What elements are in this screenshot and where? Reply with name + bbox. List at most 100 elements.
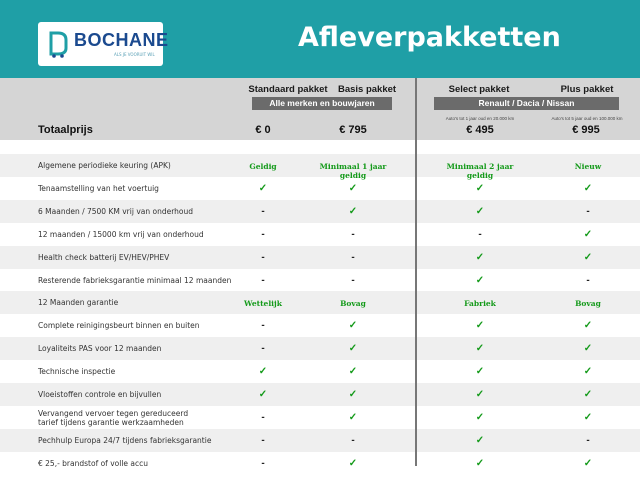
check-icon: ✓ bbox=[583, 389, 593, 400]
table-row: € 25,- brandstof of volle accu - ✓ ✓ ✓ bbox=[0, 452, 640, 475]
check-icon: ✓ bbox=[258, 389, 268, 400]
table-row: 12 Maanden garantie Wettelijk Bovag Fabriek… bbox=[0, 291, 640, 315]
check-icon: ✓ bbox=[583, 411, 593, 423]
row-label: Pechhulp Europa 24/7 tijdens fabrieksgar… bbox=[38, 435, 212, 445]
header-banner: BOCHANE ALS JE VOORUIT WIL Afleverpakket… bbox=[0, 0, 640, 78]
logo-text: BOCHANE bbox=[74, 30, 169, 50]
page-title: Afleverpakketten bbox=[298, 22, 561, 53]
table-row: Vervangend vervoer tegen gereduceerd tar… bbox=[0, 406, 640, 429]
value-cell: Minimaal 1 jaar geldig bbox=[319, 162, 387, 180]
row-label: Vloeistoffen controle en bijvullen bbox=[38, 390, 162, 399]
cart-logo-icon bbox=[49, 31, 68, 58]
dash-cell: - bbox=[261, 228, 265, 240]
table-row: Tenaamstelling van het voertuig ✓ ✓ ✓ ✓ bbox=[0, 177, 640, 200]
dash-cell: - bbox=[586, 434, 590, 446]
check-icon: ✓ bbox=[348, 320, 358, 332]
value-cell: Wettelijk bbox=[244, 299, 282, 309]
table-row: Pechhulp Europa 24/7 tijdens fabrieksgar… bbox=[0, 428, 640, 452]
check-icon: ✓ bbox=[348, 366, 358, 378]
check-icon: ✓ bbox=[475, 434, 485, 446]
column-basis-name: Basis pakket bbox=[337, 84, 397, 95]
row-label: Tenaamstelling van het voertuig bbox=[38, 183, 159, 193]
table-row: 12 maanden / 15000 km vrij van onderhoud… bbox=[0, 223, 640, 246]
value-cell: Minimaal 2 jaar geldig bbox=[446, 162, 514, 180]
check-icon: ✓ bbox=[583, 228, 593, 240]
dash-cell: - bbox=[261, 274, 265, 286]
check-icon: ✓ bbox=[348, 457, 358, 469]
check-icon: ✓ bbox=[475, 205, 485, 217]
check-icon: ✓ bbox=[348, 343, 358, 355]
column-select-name: Select pakket bbox=[448, 84, 510, 95]
check-icon: ✓ bbox=[475, 320, 485, 332]
row-label: Algemene periodieke keuring (APK) bbox=[38, 161, 171, 170]
table-row: Loyaliteits PAS voor 12 maanden - ✓ ✓ ✓ bbox=[0, 337, 640, 361]
price-basis: € 795 bbox=[339, 124, 367, 136]
value-cell: Bovag bbox=[340, 299, 366, 309]
row-label: Health check batterij EV/HEV/PHEV bbox=[38, 252, 170, 262]
table-row: Vloeistoffen controle en bijvullen ✓ ✓ ✓ ✓ bbox=[0, 383, 640, 406]
dash-cell: - bbox=[261, 434, 265, 446]
value-cell: Nieuw bbox=[574, 162, 602, 171]
table-row: Complete reinigingsbeurt binnen en buite… bbox=[0, 314, 640, 337]
table-row: Resterende fabrieksgarantie minimaal 12 … bbox=[0, 269, 640, 292]
check-icon: ✓ bbox=[258, 366, 268, 378]
price-plus: € 995 bbox=[572, 124, 600, 136]
table-row: 6 Maanden / 7500 KM vrij van onderhoud - ✓… bbox=[0, 199, 640, 223]
total-price-label: Totaalprijs bbox=[38, 124, 93, 136]
logo: BOCHANE ALS JE VOORUIT WIL bbox=[38, 22, 168, 66]
row-label: Loyaliteits PAS voor 12 maanden bbox=[38, 344, 162, 354]
value-cell: Geldig bbox=[249, 162, 277, 171]
check-icon: ✓ bbox=[583, 343, 593, 355]
check-icon: ✓ bbox=[475, 366, 485, 378]
table-row: Algemene periodieke keuring (APK) Geldig M… bbox=[0, 154, 640, 180]
value-cell: Bovag bbox=[575, 299, 601, 309]
check-icon: ✓ bbox=[348, 411, 358, 423]
dash-cell: - bbox=[351, 228, 355, 240]
dash-cell: - bbox=[351, 251, 355, 263]
row-label: Technische inspectie bbox=[38, 367, 116, 377]
check-icon: ✓ bbox=[583, 457, 593, 469]
group-label-renault: Renault / Dacia / Nissan bbox=[434, 97, 619, 110]
check-icon: ✓ bbox=[475, 274, 485, 286]
value-cell: Fabriek bbox=[464, 299, 496, 309]
check-icon: ✓ bbox=[475, 343, 485, 355]
dash-cell: - bbox=[351, 274, 355, 286]
check-icon: ✓ bbox=[475, 389, 485, 400]
dash-cell: - bbox=[351, 434, 355, 446]
row-label: 12 Maanden garantie bbox=[38, 298, 119, 308]
check-icon: ✓ bbox=[258, 182, 268, 194]
column-plus-name: Plus pakket bbox=[560, 84, 614, 95]
check-icon: ✓ bbox=[583, 182, 593, 194]
dash-cell: - bbox=[261, 205, 265, 217]
dash-cell: - bbox=[261, 457, 265, 469]
group-divider bbox=[415, 78, 417, 466]
row-label: Resterende fabrieksgarantie minimaal 12 … bbox=[38, 275, 232, 285]
row-label: 6 Maanden / 7500 KM vrij van onderhoud bbox=[38, 206, 194, 216]
check-icon: ✓ bbox=[475, 251, 485, 263]
check-icon: ✓ bbox=[348, 182, 358, 194]
dash-cell: - bbox=[478, 228, 482, 240]
check-icon: ✓ bbox=[475, 182, 485, 194]
row-label: Vervangend vervoer tegen gereduceerd tar… bbox=[38, 408, 189, 427]
select-note: Auto's tot 1 jaar oud en 20.000 km bbox=[445, 116, 515, 121]
dash-cell: - bbox=[586, 274, 590, 286]
price-standaard: € 0 bbox=[255, 124, 271, 136]
table-row: Technische inspectie ✓ ✓ ✓ ✓ bbox=[0, 360, 640, 383]
price-select: € 495 bbox=[466, 124, 494, 136]
check-icon: ✓ bbox=[475, 457, 485, 469]
check-icon: ✓ bbox=[583, 366, 593, 378]
dash-cell: - bbox=[586, 205, 590, 217]
column-standaard-name: Standaard pakket bbox=[248, 84, 328, 95]
check-icon: ✓ bbox=[583, 320, 593, 332]
dash-cell: - bbox=[261, 343, 265, 355]
plus-note: Auto's tot 5 jaar oud en 100.000 km bbox=[551, 116, 623, 121]
row-label: Complete reinigingsbeurt binnen en buite… bbox=[38, 321, 200, 331]
row-label: 12 maanden / 15000 km vrij van onderhoud bbox=[38, 229, 204, 239]
check-icon: ✓ bbox=[475, 411, 485, 423]
dash-cell: - bbox=[261, 251, 265, 263]
logo-tagline: ALS JE VOORUIT WIL bbox=[114, 52, 155, 57]
dash-cell: - bbox=[261, 411, 265, 423]
table-row: Health check batterij EV/HEV/PHEV - - ✓ ✓ bbox=[0, 245, 640, 269]
row-label: € 25,- brandstof of volle accu bbox=[38, 458, 148, 468]
dash-cell: - bbox=[261, 320, 265, 332]
